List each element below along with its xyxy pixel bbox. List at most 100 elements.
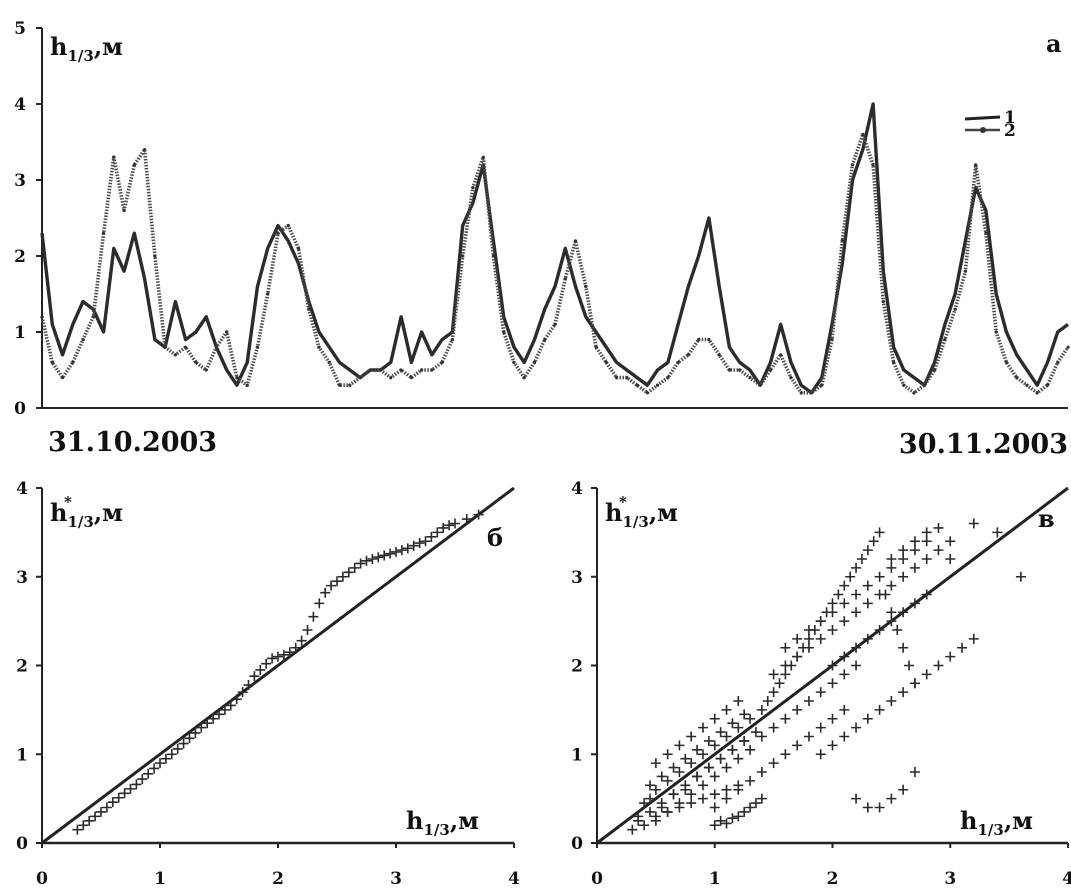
- series-2-point: [994, 330, 998, 334]
- panel-b-y-tick-label: 1: [16, 745, 28, 765]
- panel-c-ylabel-main: h: [605, 498, 622, 527]
- series-2-point: [1004, 360, 1009, 364]
- panel-c-x-tick-label: 4: [1062, 869, 1071, 888]
- series-2-point: [101, 231, 106, 235]
- panel-c-point: [921, 527, 932, 538]
- panel-b-point: [101, 802, 112, 813]
- panel-c-x-tick-label: 2: [827, 869, 839, 888]
- panel-c-letter: в: [1038, 504, 1055, 533]
- panel-c-point: [933, 660, 944, 671]
- panel-c-point: [851, 642, 862, 653]
- panel-b-point: [214, 709, 224, 720]
- series-2-point: [738, 368, 742, 372]
- panel-b-point: [385, 548, 396, 559]
- panel-c-point: [662, 775, 673, 786]
- panel-c-point: [780, 660, 791, 671]
- series-2-point: [850, 163, 855, 167]
- series-2-point: [112, 155, 116, 159]
- panel-b-point: [166, 749, 177, 760]
- series-2-point: [235, 376, 239, 380]
- panel-b-point: [343, 567, 354, 578]
- series-2-point: [50, 360, 54, 364]
- series-2-point: [81, 338, 85, 342]
- panel-c-point: [803, 731, 814, 742]
- series-2-point: [686, 353, 690, 357]
- series-2-point: [676, 360, 680, 364]
- panel-c-point: [898, 784, 909, 795]
- panel-c-point: [721, 704, 732, 715]
- series-2-point: [409, 376, 413, 380]
- panel-c-x-tick-label: 3: [944, 869, 956, 888]
- panel-c-point: [909, 678, 920, 689]
- series-2-point: [91, 315, 95, 319]
- panel-c-point: [827, 740, 838, 751]
- panel-b-point: [355, 558, 366, 569]
- panel-c-point: [862, 633, 873, 644]
- panel-c-point: [709, 789, 720, 800]
- panel-c-point: [839, 669, 850, 680]
- panel-c-point: [792, 633, 803, 644]
- panel-b-letter: б: [487, 523, 503, 552]
- panel-c-point: [898, 545, 909, 556]
- panel-b-point: [225, 700, 236, 711]
- panel-c-xlabel-sub: 1/3: [977, 821, 1003, 839]
- panel-c-point: [721, 818, 732, 829]
- panel-c-point: [827, 678, 838, 689]
- series-2-point: [707, 338, 711, 342]
- panel-c-point: [733, 696, 744, 706]
- series-2-point: [430, 368, 434, 372]
- panel-b-xlabel-unit: ,м: [450, 806, 479, 835]
- panel-c-point: [668, 762, 679, 773]
- series-2-point: [953, 307, 957, 311]
- panel-c-point: [756, 767, 767, 777]
- series-2-point: [625, 376, 629, 380]
- panel-c-point: [692, 771, 703, 782]
- panel-c-point: [715, 727, 726, 738]
- panel-c-point: [762, 696, 773, 706]
- panel-c-point: [886, 696, 897, 706]
- panel-c-point: [774, 678, 785, 689]
- panel-c-point: [733, 753, 744, 764]
- panel-c-point: [680, 753, 691, 764]
- panel-c-point: [750, 798, 761, 809]
- series-2-point: [204, 368, 208, 372]
- panel-b-point: [72, 824, 83, 835]
- panel-c-point: [803, 642, 814, 653]
- panel-c-point: [703, 762, 714, 773]
- panel-c-point: [803, 633, 814, 644]
- series-2-point: [245, 383, 249, 387]
- panel-b-y-tick-label: 0: [16, 834, 28, 854]
- panel-b-point: [308, 611, 319, 622]
- panel-c-point: [727, 718, 738, 729]
- panel-b-point: [131, 779, 142, 790]
- series-2-point: [727, 368, 732, 372]
- series-2-point: [60, 376, 65, 380]
- panel-c-point: [733, 722, 744, 733]
- panel-c-point: [845, 571, 856, 582]
- panel-b-point: [284, 647, 295, 658]
- panel-b-point: [202, 718, 213, 729]
- series-2-point: [1056, 360, 1060, 364]
- panel-b-point: [438, 522, 449, 533]
- panel-b-point: [243, 680, 254, 691]
- panel-b-ylabel-mark: *: [64, 493, 72, 511]
- panel-c-point: [909, 536, 920, 547]
- panel-b-ylabel-main: h: [50, 498, 67, 527]
- panel-a-y-tick-label: 0: [14, 399, 26, 419]
- series-2-point: [666, 376, 670, 380]
- panel-b-xlabel-sub: 1/3: [423, 821, 449, 839]
- panel-c-ylabel-unit: ,м: [649, 498, 678, 527]
- panel-c-point: [792, 740, 803, 751]
- panel-b-point: [420, 536, 431, 547]
- panel-b-y-tick-label: 4: [16, 479, 28, 499]
- series-2-point: [502, 330, 506, 334]
- panel-c-point: [697, 793, 708, 804]
- series-2-point: [132, 163, 136, 167]
- panel-c-y-tick-label: 0: [571, 834, 583, 854]
- panel-c-point: [909, 545, 920, 556]
- panel-c-point: [733, 811, 744, 822]
- panel-c-point: [780, 749, 791, 760]
